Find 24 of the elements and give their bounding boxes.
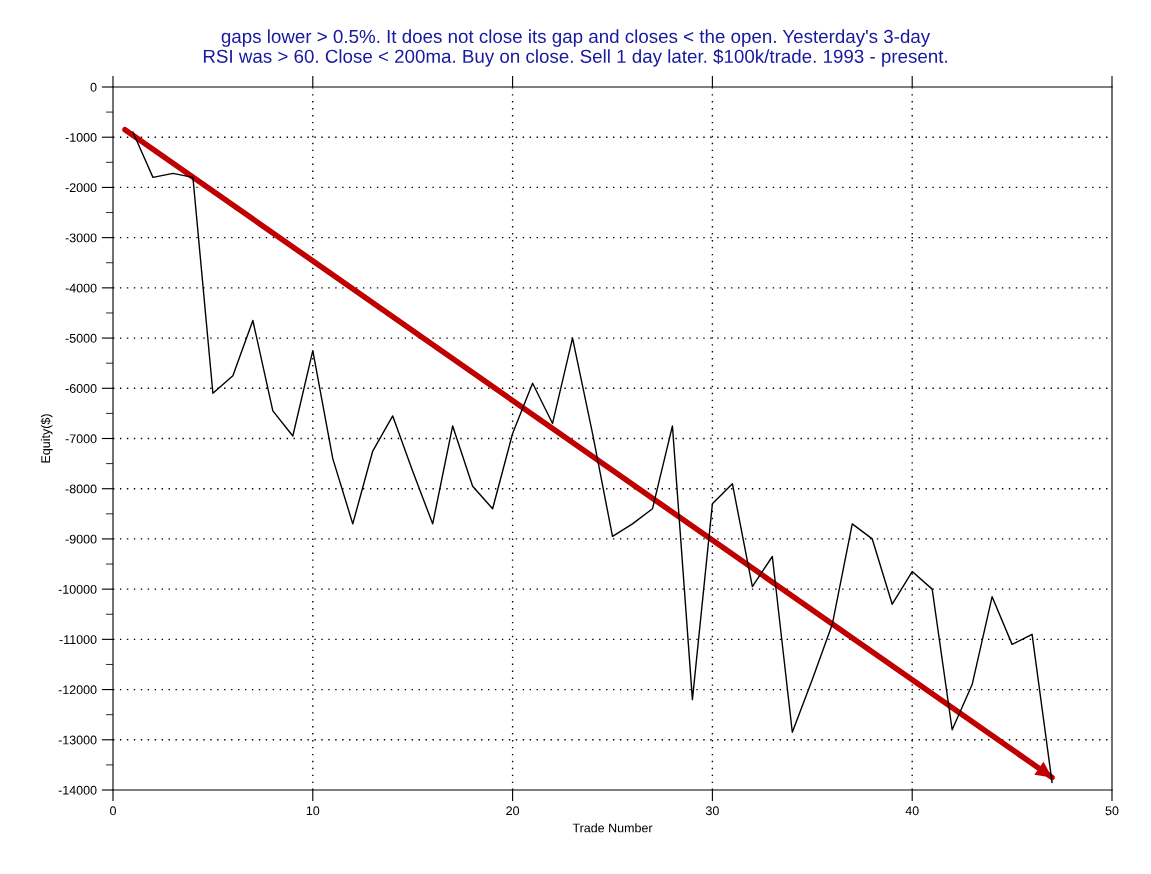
y-tick-label: -13000 [58, 735, 97, 745]
y-tick-label: -8000 [65, 484, 97, 494]
x-tick-label: 0 [110, 806, 116, 816]
y-tick-label: -4000 [65, 283, 97, 293]
y-tick-label: -2000 [65, 183, 97, 193]
chart-title: gaps lower > 0.5%. It does not close its gap and closes < the open. Yesterday's 3-day RSI was > 60. Close < 200ma. Buy on close. Sell 1 day later. $100k/trade. 1993 - present. [203, 29, 947, 67]
x-tick-label: 40 [905, 806, 919, 816]
y-tick-label: -6000 [65, 384, 97, 393]
x-tick-label: 30 [705, 806, 719, 816]
y-tick-label: -14000 [58, 785, 97, 795]
x-axis-title: Trade Number [572, 823, 653, 833]
y-tick-label: -10000 [58, 584, 97, 594]
x-tick-label: 10 [306, 806, 320, 816]
y-axis-title: Equity($) [40, 414, 53, 463]
x-tick-label: 50 [1105, 806, 1119, 816]
y-tick-label: 0 [90, 82, 97, 92]
x-tick-label: 20 [506, 806, 520, 816]
y-tick-label: -3000 [65, 233, 97, 243]
y-tick-label: -9000 [65, 534, 97, 544]
y-tick-label: -7000 [65, 434, 97, 444]
y-tick-label: -11000 [59, 635, 97, 645]
y-tick-label: -5000 [65, 333, 97, 343]
y-tick-label: -1000 [65, 133, 97, 142]
y-tick-label: -12000 [58, 685, 97, 695]
